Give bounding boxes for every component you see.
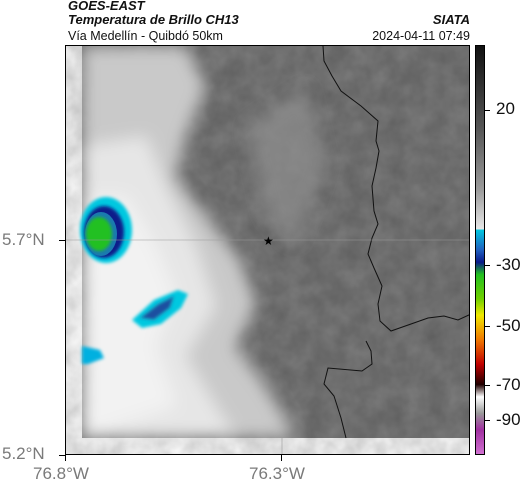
temperature-colorbar <box>475 45 485 455</box>
lat-tick <box>59 240 65 241</box>
satellite-map[interactable]: ★ <box>65 45 470 455</box>
lon-tick <box>65 455 66 461</box>
lat-tick <box>59 455 65 456</box>
colorbar-label: -70 <box>496 375 521 394</box>
cold-cloud-top-south <box>82 346 104 364</box>
colorbar-label: -50 <box>496 316 521 335</box>
station-star-icon[interactable]: ★ <box>263 234 274 248</box>
timestamp-label: 2024-04-11 07:49 <box>372 29 470 43</box>
lon-label: 76.3°W <box>249 464 305 483</box>
agency-label: SIATA <box>432 12 470 27</box>
lat-label: 5.7°N <box>2 230 45 249</box>
colorbar-tick <box>485 420 490 421</box>
colorbar-label: -90 <box>496 410 521 429</box>
colorbar-label: 20 <box>496 99 515 118</box>
lat-label: 5.2°N <box>2 444 45 463</box>
colorbar-tick <box>485 385 490 386</box>
colorbar-tick <box>485 110 490 111</box>
lon-tick <box>281 455 282 461</box>
cold-cloud-top-north <box>80 197 132 263</box>
lon-label: 76.8°W <box>33 464 89 483</box>
brightness-temperature-image: ★ <box>66 46 469 454</box>
colorbar-tick <box>485 265 490 266</box>
colorbar-tick <box>485 326 490 327</box>
satellite-name: GOES-EAST <box>68 0 145 13</box>
product-title: Temperatura de Brillo CH13 <box>68 12 239 27</box>
department-borders <box>322 46 469 439</box>
region-label: Vía Medellín - Quibdó 50km <box>68 29 223 43</box>
colorbar-label: -30 <box>496 255 521 274</box>
cold-cloud-top-middle <box>132 290 188 328</box>
